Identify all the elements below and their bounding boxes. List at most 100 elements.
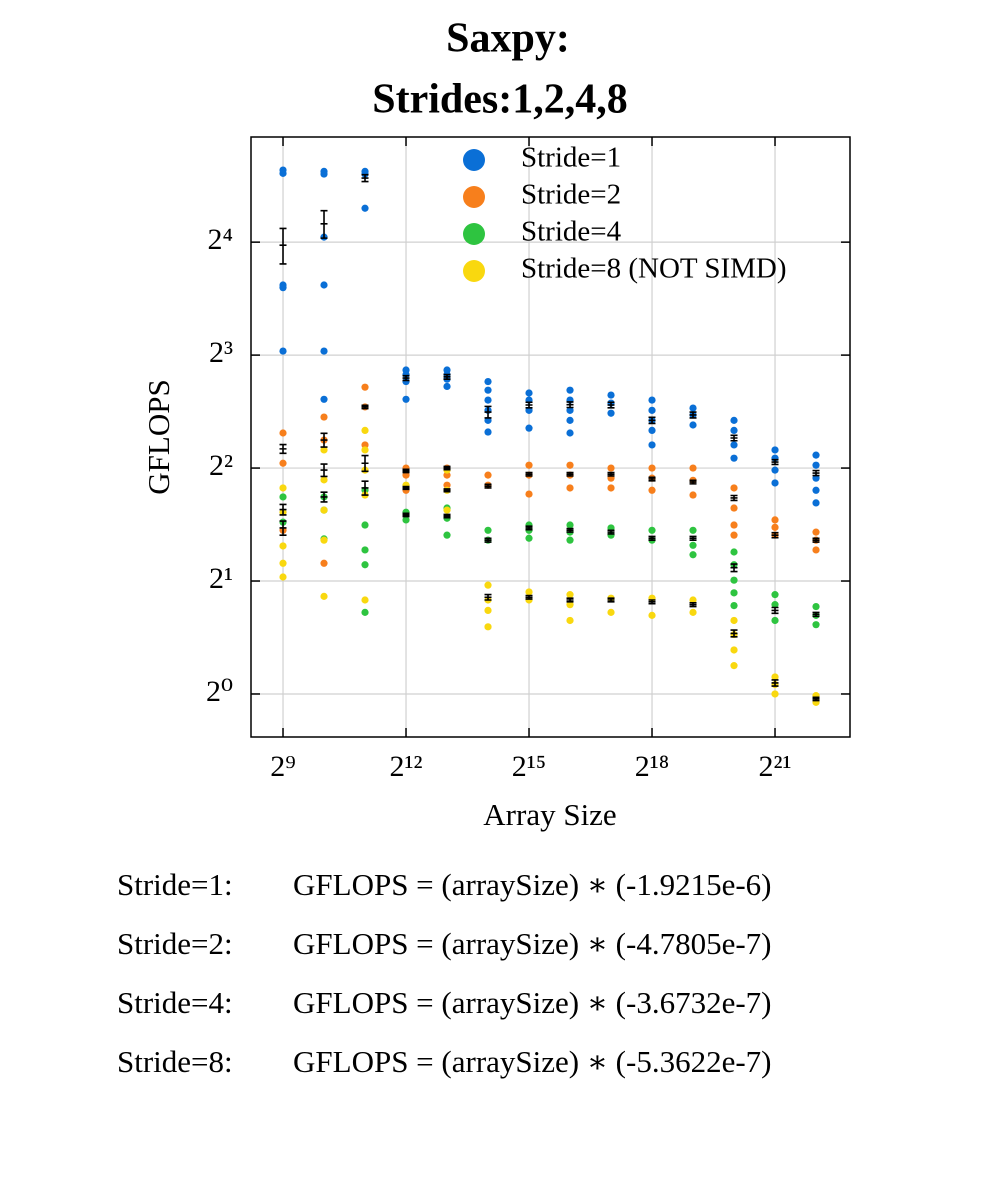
legend-label: Stride=4: [521, 216, 622, 248]
point: [689, 608, 697, 616]
point: [484, 396, 492, 404]
y-tick-label: 2⁴: [208, 223, 233, 256]
point: [689, 404, 697, 412]
point: [648, 464, 656, 472]
point: [730, 454, 738, 462]
legend-marker: [463, 260, 485, 282]
error-bar: [689, 411, 697, 419]
error-bar: [320, 463, 328, 478]
error-bar: [279, 443, 287, 455]
point: [443, 382, 451, 391]
point: [771, 673, 779, 681]
error-bar: [648, 599, 656, 605]
point: [730, 616, 738, 625]
point: [648, 406, 656, 414]
y-tick-label: 2³: [209, 336, 233, 369]
point: [484, 526, 492, 534]
error-bar: [443, 465, 451, 471]
point: [525, 490, 533, 498]
point: [771, 516, 779, 524]
point: [279, 347, 287, 355]
point: [566, 386, 574, 394]
point: [730, 441, 738, 449]
point: [812, 451, 820, 459]
x-tick-label: 2¹⁵: [512, 750, 546, 783]
point: [648, 611, 656, 619]
point: [771, 616, 779, 625]
error-bar: [361, 173, 369, 183]
point: [361, 441, 369, 449]
point: [525, 588, 533, 596]
error-bar: [484, 405, 492, 419]
point: [607, 409, 615, 417]
error-bar: [320, 209, 328, 239]
error-bar: [361, 404, 369, 410]
point: [361, 561, 369, 569]
error-bar: [443, 513, 451, 519]
point: [484, 471, 492, 479]
equation-formula: GFLOPS = (arraySize) ∗ (-3.6732e-7): [293, 985, 771, 1020]
error-bar: [648, 476, 656, 482]
error-bar: [279, 520, 287, 536]
error-bar: [730, 434, 738, 442]
error-bar: [361, 454, 369, 473]
point: [689, 541, 697, 549]
point: [525, 389, 533, 397]
point: [771, 446, 779, 454]
error-bar: [566, 401, 574, 409]
error-bar: [566, 597, 574, 603]
point: [361, 383, 369, 391]
error-bar: [607, 401, 615, 409]
error-bar: [812, 469, 820, 477]
error-bar: [361, 480, 369, 496]
point: [771, 523, 779, 531]
point: [689, 596, 697, 604]
x-axis-label: Array Size: [483, 797, 616, 832]
error-bar: [730, 629, 738, 638]
point: [566, 406, 574, 414]
point: [730, 589, 738, 597]
point: [320, 170, 328, 178]
error-bar: [320, 432, 328, 448]
point: [320, 592, 328, 600]
point: [689, 464, 697, 472]
error-bar: [525, 401, 533, 409]
point: [566, 484, 574, 492]
legend-label: Stride=8 (NOT SIMD): [521, 253, 787, 285]
point: [279, 284, 287, 292]
error-bar: [279, 227, 287, 265]
point: [648, 526, 656, 534]
point: [812, 546, 820, 554]
point: [279, 573, 287, 581]
point: [566, 416, 574, 424]
point: [730, 646, 738, 654]
error-bar: [812, 611, 820, 618]
legend-label: Stride=1: [521, 142, 621, 174]
point: [812, 621, 820, 629]
point: [730, 662, 738, 670]
equation-label: Stride=2:: [117, 926, 233, 961]
point: [320, 413, 328, 421]
point: [648, 486, 656, 494]
error-bar: [320, 491, 328, 503]
point: [402, 516, 410, 524]
error-bar: [402, 512, 410, 518]
equation-formula: GFLOPS = (arraySize) ∗ (-4.7805e-7): [293, 926, 771, 961]
point: [484, 623, 492, 631]
point: [279, 429, 287, 437]
point: [771, 591, 779, 599]
point: [320, 347, 328, 355]
error-bar: [812, 696, 820, 702]
point: [402, 395, 410, 403]
point: [279, 542, 287, 550]
point: [648, 426, 656, 434]
point: [730, 426, 738, 434]
point: [320, 506, 328, 514]
point: [443, 506, 451, 514]
point: [730, 416, 738, 424]
y-tick-label: 2⁰: [206, 675, 233, 708]
point: [566, 521, 574, 529]
legend-marker: [463, 186, 485, 208]
error-bar: [402, 374, 410, 382]
